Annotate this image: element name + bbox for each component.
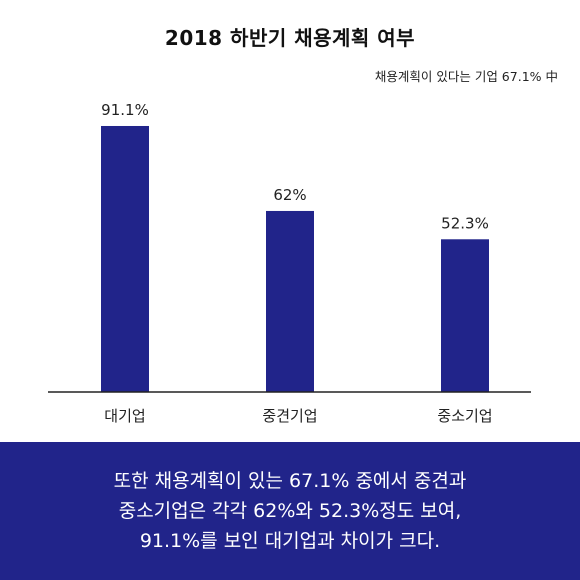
footer-line-2: 중소기업은 각각 62%와 52.3%정도 보여, [118,500,462,522]
bar-chart: 91.1% 대기업 62% 중견기업 52.3% 중소기업 [48,101,531,425]
category-label-1: 대기업 [104,407,145,425]
footer-caption-box: 또한 채용계획이 있는 67.1% 중에서 중견과 중소기업은 각각 62%와 … [0,442,580,580]
category-label-2: 중견기업 [262,407,317,425]
bar-3 [441,239,489,392]
footer-line-1: 또한 채용계획이 있는 67.1% 중에서 중견과 [113,470,467,492]
chart-title: 2018 하반기 채용계획 여부 [164,26,416,50]
bar-value-label-1: 91.1% [101,101,149,119]
labels-layer: 91.1% 대기업 62% 중견기업 52.3% 중소기업 [101,101,492,425]
bar-2 [266,210,314,392]
bar-value-label-3: 52.3% [441,214,489,232]
bar-value-label-2: 62% [273,186,306,204]
bars-layer [101,125,489,392]
footer-line-3: 91.1%를 보인 대기업과 차이가 크다. [139,530,441,552]
bar-1 [101,125,149,392]
chart-subtitle: 채용계획이 있다는 기업 67.1% 中 [374,69,558,84]
category-label-3: 중소기업 [437,407,492,425]
